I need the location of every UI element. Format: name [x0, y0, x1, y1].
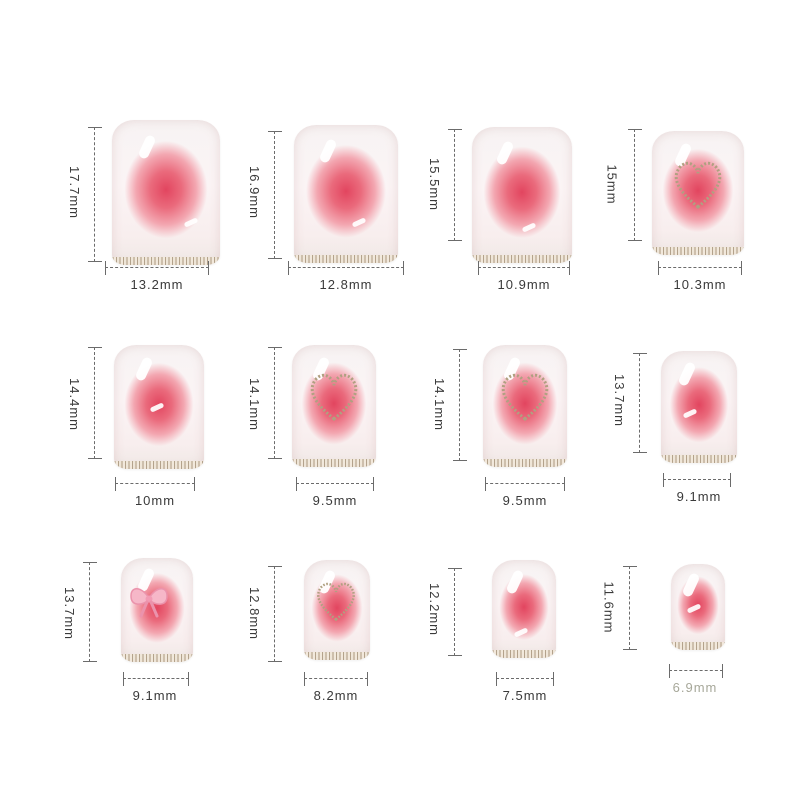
- nail-cell-9: 13.7mm 9.1mm: [55, 550, 245, 760]
- nail-cell-8: 13.7mm 9.1mm: [605, 335, 795, 545]
- width-dimension: [658, 261, 742, 275]
- height-dimension: [268, 566, 282, 662]
- width-label: 10mm: [134, 493, 176, 508]
- nail-cell-7: 14.1mm 9.5mm: [425, 335, 615, 545]
- height-dimension: [623, 566, 637, 650]
- width-label: 9.5mm: [312, 493, 358, 508]
- height-dimension: [448, 568, 462, 656]
- width-dimension: [296, 477, 374, 491]
- shine-highlight: [183, 217, 199, 228]
- nail-cell-12: 11.6mm 6.9mm: [595, 550, 785, 760]
- height-label: 11.6mm: [601, 581, 617, 634]
- nail-cell-5: 14.4mm 10mm: [60, 335, 250, 545]
- height-dimension: [628, 129, 642, 241]
- height-label: 15.5mm: [426, 158, 442, 211]
- height-dimension: [88, 347, 102, 459]
- nail-image: [483, 345, 567, 467]
- height-label: 14.1mm: [431, 378, 447, 431]
- shine-highlight: [521, 222, 537, 233]
- width-dimension: [663, 473, 731, 487]
- height-dimension: [268, 131, 282, 259]
- nail-image: [294, 125, 398, 263]
- nail-image: [292, 345, 376, 467]
- height-label: 13.7mm: [611, 374, 627, 427]
- glitter-heart-icon: [310, 373, 358, 421]
- height-dimension: [633, 353, 647, 453]
- width-dimension: [669, 664, 723, 678]
- bow-charm-icon: [130, 588, 168, 618]
- width-label: 10.3mm: [673, 277, 727, 292]
- nail-cell-1: 17.7mm 13.2mm: [60, 115, 250, 325]
- shine-highlight: [149, 402, 165, 413]
- nail-cell-2: 16.9mm 12.8mm: [240, 115, 430, 325]
- height-label: 12.2mm: [426, 583, 442, 636]
- width-label: 9.1mm: [676, 489, 722, 504]
- nail-image: [661, 351, 737, 463]
- shine-highlight: [513, 627, 529, 638]
- width-label: 7.5mm: [502, 688, 548, 703]
- nail-image: [671, 564, 725, 650]
- width-dimension: [304, 672, 368, 686]
- height-dimension: [83, 562, 97, 662]
- width-label: 9.5mm: [502, 493, 548, 508]
- height-dimension: [88, 127, 102, 262]
- height-dimension: [268, 347, 282, 459]
- width-label: 13.2mm: [130, 277, 184, 292]
- nail-cell-3: 15.5mm 10.9mm: [420, 115, 610, 325]
- width-label: 8.2mm: [313, 688, 359, 703]
- glitter-heart-icon: [317, 582, 355, 622]
- width-label: 6.9mm: [672, 680, 718, 695]
- width-dimension: [485, 477, 565, 491]
- width-dimension: [496, 672, 554, 686]
- width-label: 9.1mm: [132, 688, 178, 703]
- shine-highlight: [682, 408, 698, 419]
- shine-highlight: [686, 603, 702, 614]
- width-label: 10.9mm: [497, 277, 551, 292]
- width-dimension: [115, 477, 195, 491]
- height-label: 16.9mm: [246, 166, 262, 219]
- width-dimension: [105, 261, 209, 275]
- height-label: 17.7mm: [66, 166, 82, 219]
- height-dimension: [453, 349, 467, 461]
- height-label: 15mm: [604, 164, 620, 205]
- width-dimension: [478, 261, 570, 275]
- nail-image: [472, 127, 572, 263]
- width-label: 12.8mm: [319, 277, 373, 292]
- nail-cell-11: 12.2mm 7.5mm: [420, 550, 610, 760]
- nail-cell-4: 15mm 10.3mm: [600, 115, 790, 325]
- nail-image: [652, 131, 744, 255]
- nail-image: [112, 120, 220, 265]
- width-dimension: [123, 672, 189, 686]
- glitter-heart-icon: [674, 161, 722, 209]
- height-label: 12.8mm: [246, 587, 262, 640]
- height-label: 13.7mm: [61, 587, 77, 640]
- nail-cell-6: 14.1mm 9.5mm: [240, 335, 430, 545]
- glitter-heart-icon: [501, 373, 549, 421]
- nail-image: [114, 345, 204, 469]
- nail-image: [121, 558, 193, 662]
- height-label: 14.4mm: [66, 378, 82, 431]
- nail-image: [492, 560, 556, 658]
- shine-highlight: [351, 217, 367, 228]
- nail-image: [304, 560, 370, 660]
- height-dimension: [448, 129, 462, 241]
- width-dimension: [288, 261, 404, 275]
- height-label: 14.1mm: [246, 378, 262, 431]
- nail-cell-10: 12.8mm 8.2mm: [240, 550, 430, 760]
